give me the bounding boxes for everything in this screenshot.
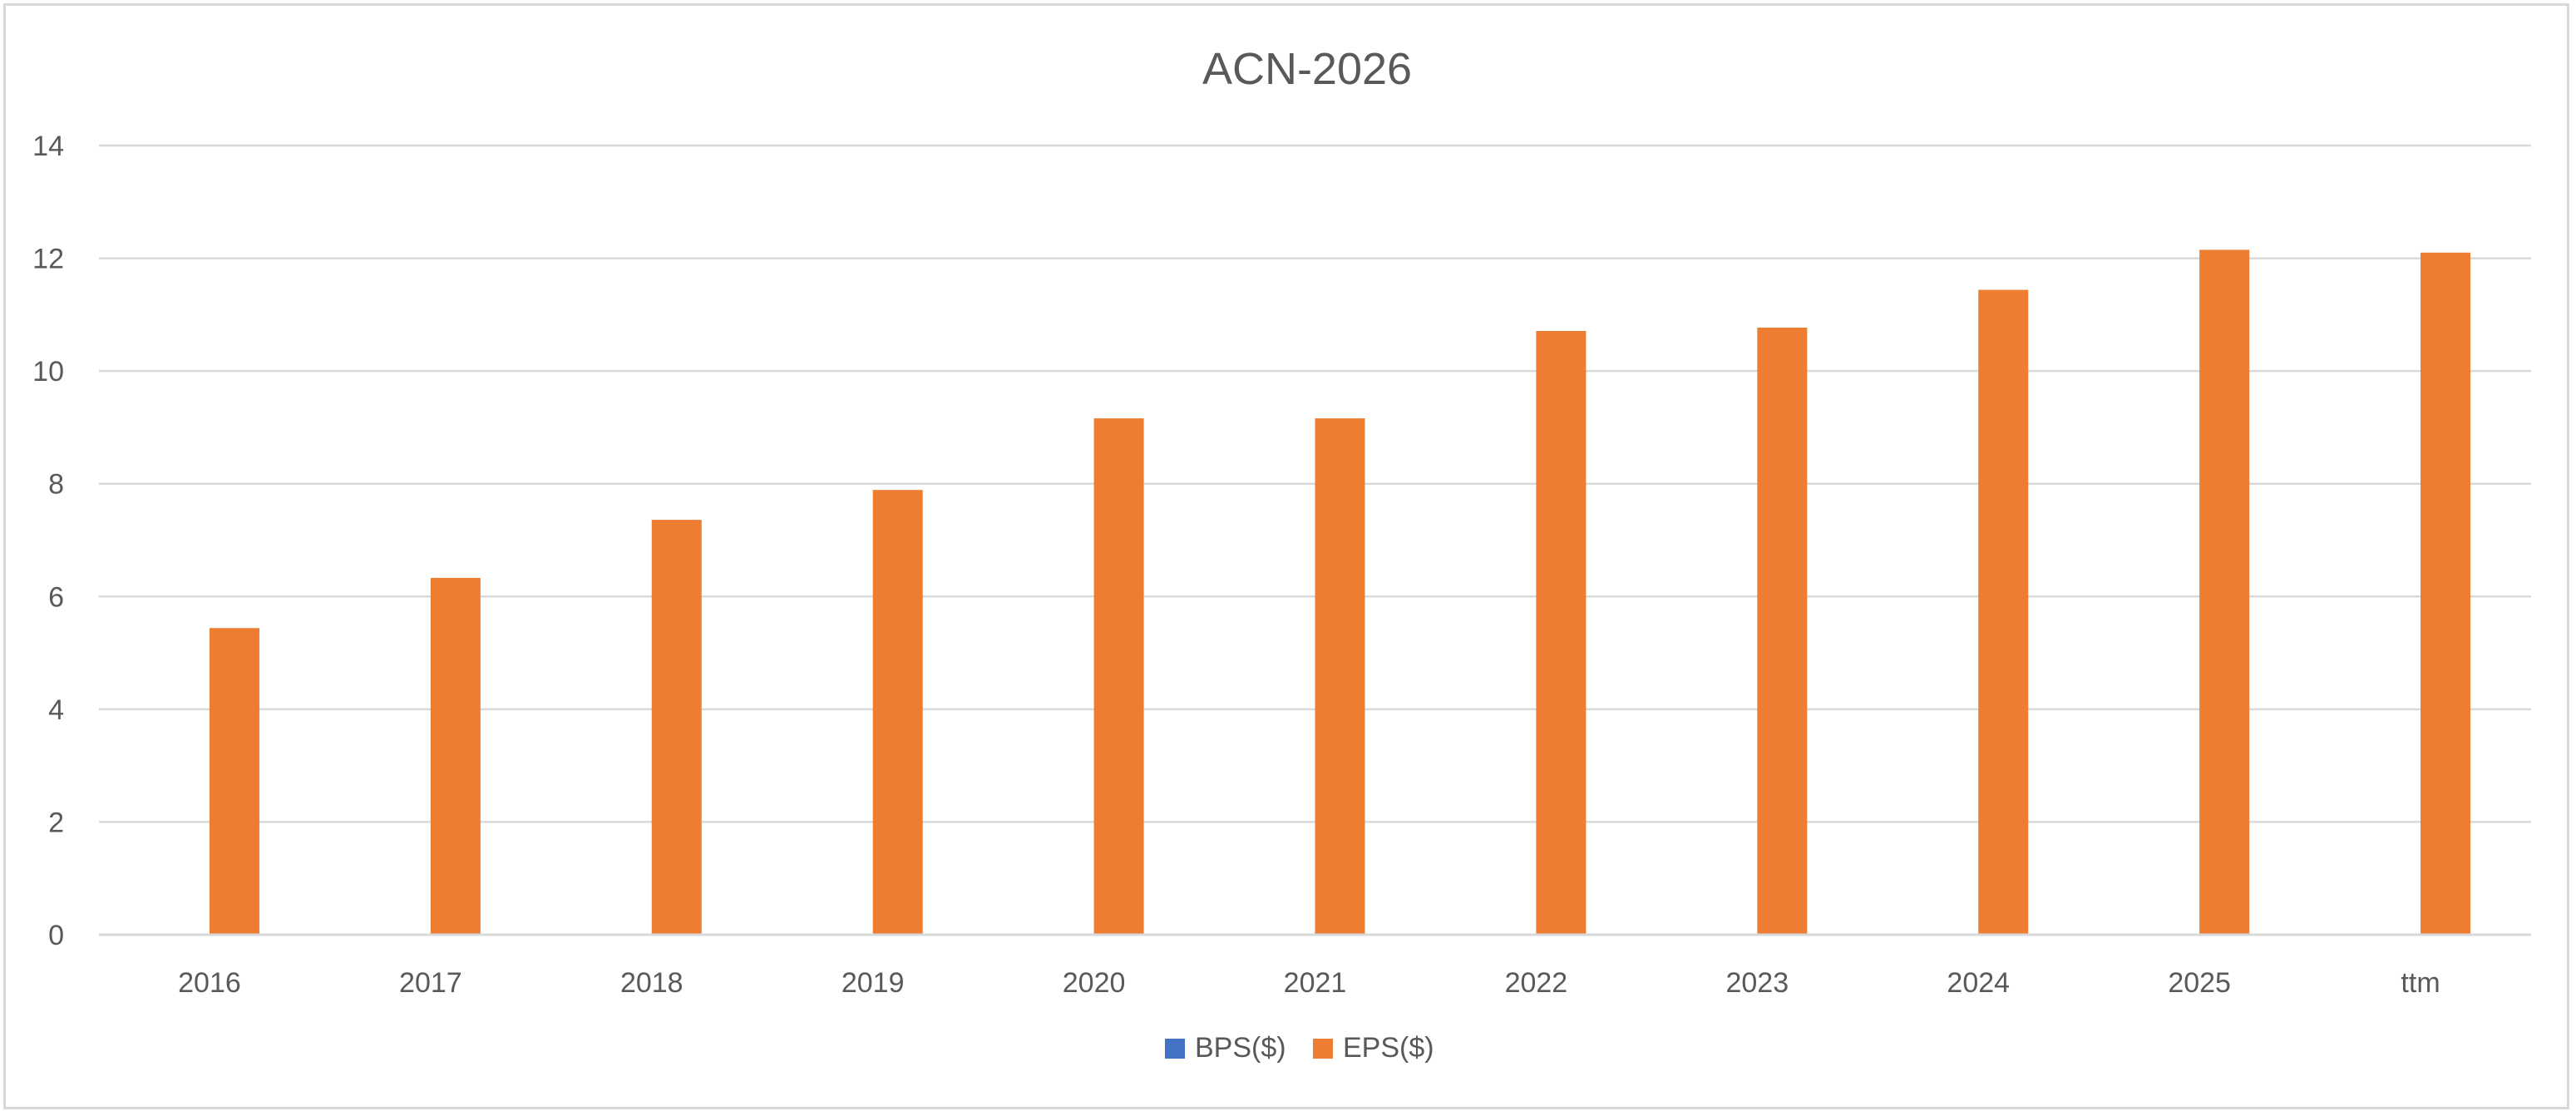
- legend-swatch: [1165, 1039, 1185, 1059]
- bar-EPS($)-2020: [1093, 418, 1144, 935]
- y-tick-label: 4: [48, 694, 64, 726]
- legend-label: BPS($): [1195, 1032, 1286, 1064]
- x-tick-label: 2025: [2168, 967, 2231, 999]
- y-tick-label: 12: [32, 244, 64, 275]
- y-tick-label: 10: [32, 356, 64, 388]
- bar-EPS($)-2017: [430, 577, 481, 935]
- chart-frame: ACN-2026 0 2 4 6 8 10 12 14 2016 2017 2018 2019 202…: [3, 3, 2569, 1109]
- x-tick-label: 2019: [841, 967, 905, 999]
- y-tick-label: 0: [48, 920, 64, 951]
- x-tick-label: 2024: [1947, 967, 2010, 999]
- bar-EPS($)-2021: [1315, 418, 1365, 935]
- bar-EPS($)-2024: [1978, 289, 2029, 935]
- x-tick-label: 2022: [1505, 967, 1568, 999]
- x-axis: 2016 2017 2018 2019 2020 2021 2022 2023 2024 2025…: [99, 933, 2531, 999]
- x-tick-label: 2020: [1063, 967, 1126, 999]
- legend: BPS($) EPS($): [1165, 1032, 1434, 1064]
- x-tick-label: 2016: [178, 967, 241, 999]
- y-tick-label: 14: [32, 131, 64, 162]
- x-tick-label: 2017: [399, 967, 462, 999]
- x-tick-label: 2021: [1284, 967, 1347, 999]
- y-tick-label: 2: [48, 807, 64, 838]
- bar-EPS($)-ttm: [2421, 252, 2471, 935]
- x-tick-label: 2023: [1725, 967, 1789, 999]
- x-tick-label: 2018: [620, 967, 683, 999]
- y-tick-label: 8: [48, 469, 64, 501]
- bar-EPS($)-2025: [2199, 249, 2250, 935]
- x-tick-label: ttm: [2401, 967, 2440, 999]
- legend-swatch: [1313, 1039, 1333, 1059]
- chart-svg: ACN-2026 0 2 4 6 8 10 12 14 2016 2017 2018 2019 202…: [32, 44, 2531, 1064]
- bar-EPS($)-2018: [651, 520, 702, 935]
- bar-EPS($)-2023: [1757, 327, 1808, 935]
- bars: [209, 249, 2471, 935]
- bar-EPS($)-2022: [1536, 331, 1587, 935]
- y-tick-label: 6: [48, 581, 64, 613]
- bar-EPS($)-2019: [872, 490, 923, 935]
- y-axis-tick-labels: 0 2 4 6 8 10 12 14: [32, 131, 64, 951]
- chart-title: ACN-2026: [1202, 44, 1412, 94]
- bar-EPS($)-2016: [209, 628, 259, 935]
- legend-label: EPS($): [1343, 1032, 1434, 1064]
